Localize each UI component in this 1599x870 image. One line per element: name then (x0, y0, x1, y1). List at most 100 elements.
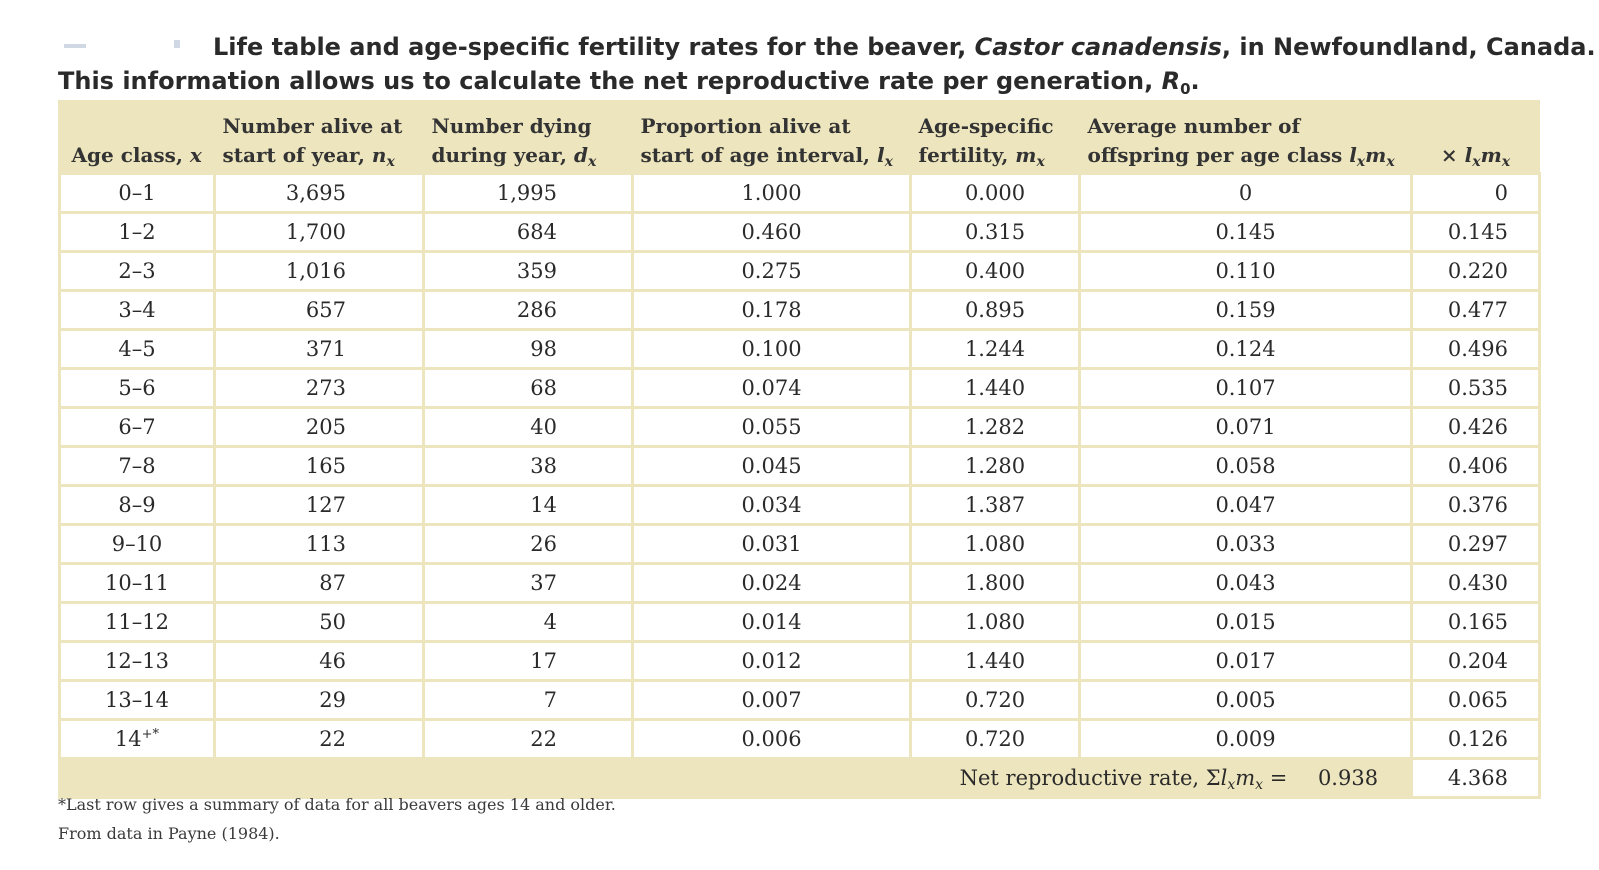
table-body: 0–1 3,695 1,995 1.000 0.000 0 0 1–2 1,700 684 0.46… (58, 172, 1541, 799)
number-dying-cell: 17 (422, 640, 634, 682)
x-lxmx-total: 4.368 (1410, 757, 1541, 799)
number-alive-cell: 165 (213, 445, 425, 487)
proportion-alive-cell: 0.460 (631, 211, 912, 253)
age-cell: 5–6 (58, 367, 216, 409)
age-cell: 2–3 (58, 250, 216, 292)
fertility-cell: 1.387 (909, 484, 1081, 526)
table-row: 14+* 22 22 0.006 0.720 0.009 0.126 (58, 718, 1541, 760)
table-row: 13–14 29 7 0.007 0.720 0.005 0.065 (58, 679, 1541, 721)
age-superscript: +* (141, 727, 160, 742)
x-lxmx-cell: 0.065 (1410, 679, 1541, 721)
offspring-cell: 0.071 (1078, 406, 1413, 448)
header-number-dying: Number dying during year, dx (423, 100, 633, 174)
header-x-lxmx: × lxmx (1411, 100, 1540, 174)
proportion-alive-cell: 0.074 (631, 367, 912, 409)
number-dying-cell: 38 (422, 445, 634, 487)
number-dying-cell: 37 (422, 562, 634, 604)
fertility-cell: 0.000 (909, 172, 1081, 214)
fertility-cell: 1.244 (909, 328, 1081, 370)
header-row: Age class, x Number alive at start of ye… (59, 100, 1540, 174)
x-lxmx-cell: 0.165 (1410, 601, 1541, 643)
number-dying-cell: 684 (422, 211, 634, 253)
net-reproductive-rate-value: 0.938 (1317, 766, 1379, 790)
table-row: 1–2 1,700 684 0.460 0.315 0.145 0.145 (58, 211, 1541, 253)
offspring-cell: 0.159 (1078, 289, 1413, 331)
proportion-alive-cell: 0.055 (631, 406, 912, 448)
number-alive-cell: 3,695 (213, 172, 425, 214)
x-lxmx-cell: 0.145 (1410, 211, 1541, 253)
age-cell: 11–12 (58, 601, 216, 643)
net-reproductive-rate: Net reproductive rate, Σlxmx = 0.938 (58, 757, 1413, 799)
x-lxmx-cell: 0 (1410, 172, 1541, 214)
proportion-alive-cell: 0.045 (631, 445, 912, 487)
table-row: 7–8 165 38 0.045 1.280 0.058 0.406 (58, 445, 1541, 487)
caption-line-1: Life table and age-specific fertility ra… (58, 30, 1596, 64)
number-alive-cell: 29 (213, 679, 425, 721)
number-dying-cell: 286 (422, 289, 634, 331)
header-proportion-alive: Proportion alive at start of age interva… (632, 100, 911, 174)
offspring-cell: 0 (1078, 172, 1413, 214)
age-cell: 10–11 (58, 562, 216, 604)
number-dying-cell: 26 (422, 523, 634, 565)
fertility-cell: 0.720 (909, 679, 1081, 721)
x-lxmx-cell: 0.376 (1410, 484, 1541, 526)
table-row: 5–6 273 68 0.074 1.440 0.107 0.535 (58, 367, 1541, 409)
age-cell: 1–2 (58, 211, 216, 253)
number-dying-cell: 4 (422, 601, 634, 643)
number-alive-cell: 46 (213, 640, 425, 682)
proportion-alive-cell: 0.006 (631, 718, 912, 760)
x-lxmx-cell: 0.496 (1410, 328, 1541, 370)
summary-row: Net reproductive rate, Σlxmx = 0.938 4.36… (58, 757, 1541, 799)
offspring-cell: 0.047 (1078, 484, 1413, 526)
age-cell: 8–9 (58, 484, 216, 526)
r0-symbol: R (1161, 67, 1181, 95)
number-dying-cell: 68 (422, 367, 634, 409)
life-table-container: Age class, x Number alive at start of ye… (58, 100, 1541, 799)
table-row: 0–1 3,695 1,995 1.000 0.000 0 0 (58, 172, 1541, 214)
caption-text: . (1190, 67, 1200, 95)
number-alive-cell: 1,700 (213, 211, 425, 253)
proportion-alive-cell: 0.031 (631, 523, 912, 565)
proportion-alive-cell: 0.275 (631, 250, 912, 292)
offspring-cell: 0.009 (1078, 718, 1413, 760)
x-lxmx-cell: 0.430 (1410, 562, 1541, 604)
age-cell: 13–14 (58, 679, 216, 721)
offspring-cell: 0.033 (1078, 523, 1413, 565)
footnote: *Last row gives a summary of data for al… (58, 795, 616, 814)
number-dying-cell: 7 (422, 679, 634, 721)
fertility-cell: 1.800 (909, 562, 1081, 604)
offspring-cell: 0.015 (1078, 601, 1413, 643)
age-cell: 6–7 (58, 406, 216, 448)
number-dying-cell: 1,995 (422, 172, 634, 214)
header-number-alive: Number alive at start of year, nx (214, 100, 424, 174)
x-lxmx-cell: 0.535 (1410, 367, 1541, 409)
r0-subscript: 0 (1180, 80, 1191, 98)
caption-text: , in Newfoundland, Canada. (1221, 33, 1596, 61)
number-alive-cell: 657 (213, 289, 425, 331)
age-cell: 12–13 (58, 640, 216, 682)
offspring-cell: 0.145 (1078, 211, 1413, 253)
fertility-cell: 0.315 (909, 211, 1081, 253)
number-alive-cell: 22 (213, 718, 425, 760)
proportion-alive-cell: 0.100 (631, 328, 912, 370)
number-alive-cell: 87 (213, 562, 425, 604)
table-row: 2–3 1,016 359 0.275 0.400 0.110 0.220 (58, 250, 1541, 292)
offspring-cell: 0.110 (1078, 250, 1413, 292)
life-table: Age class, x Number alive at start of ye… (58, 100, 1541, 799)
age-cell: 0–1 (58, 172, 216, 214)
number-dying-cell: 98 (422, 328, 634, 370)
fertility-cell: 1.280 (909, 445, 1081, 487)
number-alive-cell: 205 (213, 406, 425, 448)
age-cell: 4–5 (58, 328, 216, 370)
proportion-alive-cell: 0.007 (631, 679, 912, 721)
proportion-alive-cell: 0.034 (631, 484, 912, 526)
offspring-cell: 0.124 (1078, 328, 1413, 370)
fertility-cell: 0.720 (909, 718, 1081, 760)
table-row: 4–5 371 98 0.100 1.244 0.124 0.496 (58, 328, 1541, 370)
number-alive-cell: 273 (213, 367, 425, 409)
offspring-cell: 0.043 (1078, 562, 1413, 604)
offspring-cell: 0.058 (1078, 445, 1413, 487)
x-lxmx-cell: 0.204 (1410, 640, 1541, 682)
table-row: 3–4 657 286 0.178 0.895 0.159 0.477 (58, 289, 1541, 331)
caption-line-2: This information allows us to calculate … (58, 64, 1558, 98)
